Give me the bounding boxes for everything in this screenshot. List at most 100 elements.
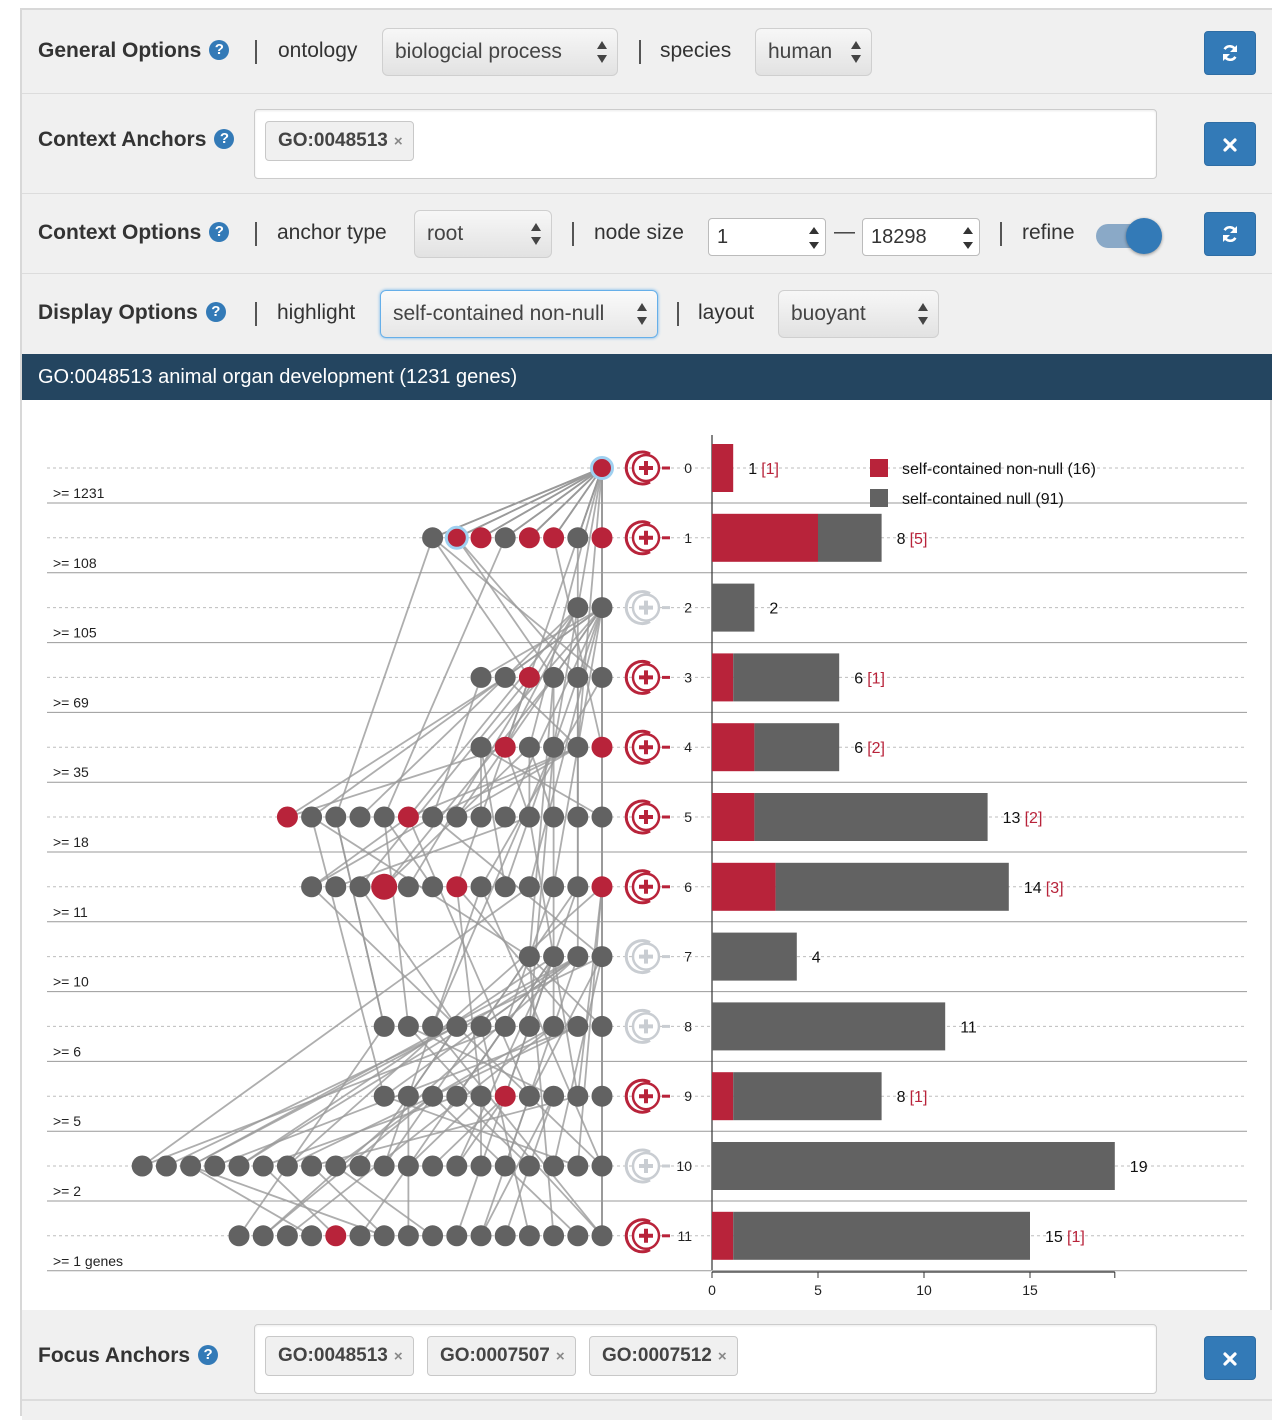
toggle-knob[interactable] xyxy=(1126,218,1162,254)
graph-node[interactable] xyxy=(470,666,492,688)
expand-row-button[interactable] xyxy=(624,939,670,975)
help-icon[interactable]: ? xyxy=(198,1345,219,1365)
graph-node[interactable] xyxy=(543,666,565,688)
graph-node[interactable] xyxy=(422,806,444,828)
graph-node[interactable] xyxy=(567,736,589,758)
graph-node[interactable] xyxy=(301,876,323,898)
graph-node[interactable] xyxy=(397,876,419,898)
graph-node[interactable] xyxy=(567,946,589,968)
graph-node[interactable] xyxy=(591,806,613,828)
graph-node[interactable] xyxy=(567,1015,589,1037)
graph-node[interactable] xyxy=(567,1155,589,1177)
graph-node[interactable] xyxy=(591,1015,613,1037)
layout-select[interactable]: buoyant xyxy=(778,290,939,338)
help-icon[interactable]: ? xyxy=(205,302,226,322)
graph-node[interactable] xyxy=(470,1155,492,1177)
graph-node[interactable] xyxy=(567,1085,589,1107)
graph-node[interactable] xyxy=(325,806,347,828)
graph-node[interactable] xyxy=(470,876,492,898)
graph-node[interactable] xyxy=(131,1155,153,1177)
refresh-context-button[interactable] xyxy=(1204,212,1256,256)
graph-node[interactable] xyxy=(494,806,516,828)
remove-tag-icon[interactable]: × xyxy=(717,1348,727,1365)
species-select[interactable]: human xyxy=(755,28,872,76)
graph-node[interactable] xyxy=(276,1155,298,1177)
help-icon[interactable]: ? xyxy=(214,129,235,149)
graph-node[interactable] xyxy=(180,1155,202,1177)
graph-node[interactable] xyxy=(518,876,540,898)
graph-node[interactable] xyxy=(349,876,371,898)
graph-node[interactable] xyxy=(446,1085,468,1107)
graph-node[interactable] xyxy=(422,876,444,898)
graph-node[interactable] xyxy=(470,1225,492,1247)
graph-node[interactable] xyxy=(276,1225,298,1247)
anchor-tag[interactable]: GO:0007512 × xyxy=(589,1336,738,1376)
graph-node[interactable] xyxy=(228,1155,250,1177)
graph-node[interactable] xyxy=(518,1225,540,1247)
graph-node[interactable] xyxy=(543,806,565,828)
graph-node[interactable] xyxy=(470,527,492,549)
graph-node[interactable] xyxy=(325,1155,347,1177)
graph-node[interactable] xyxy=(349,1155,371,1177)
node-size-max-input[interactable]: 18298 xyxy=(862,218,980,256)
expand-row-button[interactable] xyxy=(624,1148,670,1184)
graph-node[interactable] xyxy=(397,1085,419,1107)
graph-node[interactable] xyxy=(591,1225,613,1247)
anchor-tag[interactable]: GO:0007507 × xyxy=(427,1336,576,1376)
graph-node[interactable] xyxy=(494,1015,516,1037)
graph-node[interactable] xyxy=(397,1155,419,1177)
graph-node[interactable] xyxy=(591,666,613,688)
graph-node[interactable] xyxy=(397,1225,419,1247)
graph-node[interactable] xyxy=(567,806,589,828)
graph-node[interactable] xyxy=(543,876,565,898)
graph-node[interactable] xyxy=(494,1155,516,1177)
refine-toggle[interactable] xyxy=(1096,218,1162,254)
ontology-select[interactable]: biologcial process xyxy=(382,28,618,76)
anchor-tag[interactable]: GO:0048513 × xyxy=(265,121,414,161)
graph-node[interactable] xyxy=(446,1225,468,1247)
node-size-min-input[interactable]: 1 xyxy=(708,218,826,256)
remove-tag-icon[interactable]: × xyxy=(393,1348,403,1365)
graph-node[interactable] xyxy=(373,1225,395,1247)
graph-node[interactable] xyxy=(444,525,469,550)
expand-row-button[interactable] xyxy=(624,1218,670,1254)
graph-node[interactable] xyxy=(494,736,516,758)
graph-node[interactable] xyxy=(494,666,516,688)
graph-node[interactable] xyxy=(543,1085,565,1107)
graph-node[interactable] xyxy=(518,1015,540,1037)
graph-node[interactable] xyxy=(470,806,492,828)
graph-node[interactable] xyxy=(422,1155,444,1177)
graph-node[interactable] xyxy=(422,527,444,549)
graph-node[interactable] xyxy=(518,1155,540,1177)
graph-node[interactable] xyxy=(252,1225,274,1247)
graph-node[interactable] xyxy=(422,1225,444,1247)
graph-node[interactable] xyxy=(301,1225,323,1247)
graph-node[interactable] xyxy=(518,527,540,549)
help-icon[interactable]: ? xyxy=(209,40,230,60)
graph-node[interactable] xyxy=(518,736,540,758)
graph-node[interactable] xyxy=(301,806,323,828)
graph-node[interactable] xyxy=(470,736,492,758)
graph-node[interactable] xyxy=(422,1015,444,1037)
graph-node[interactable] xyxy=(518,666,540,688)
graph-node[interactable] xyxy=(349,1225,371,1247)
graph-node[interactable] xyxy=(373,806,395,828)
graph-node[interactable] xyxy=(228,1225,250,1247)
graph-node[interactable] xyxy=(373,1085,395,1107)
graph-node[interactable] xyxy=(494,1225,516,1247)
graph-node[interactable] xyxy=(301,1155,323,1177)
graph-node[interactable] xyxy=(494,1085,516,1107)
graph-node[interactable] xyxy=(446,1155,468,1177)
spinner-icon[interactable] xyxy=(809,227,819,249)
spinner-icon[interactable] xyxy=(963,227,973,249)
graph-node[interactable] xyxy=(494,527,516,549)
expand-row-button[interactable] xyxy=(624,520,670,556)
graph-node[interactable] xyxy=(446,1015,468,1037)
graph-node[interactable] xyxy=(591,1155,613,1177)
graph-node[interactable] xyxy=(591,1085,613,1107)
graph-node[interactable] xyxy=(591,597,613,619)
context-anchors-input[interactable]: GO:0048513 × xyxy=(254,109,1157,179)
graph-node[interactable] xyxy=(276,806,298,828)
anchor-tag[interactable]: GO:0048513 × xyxy=(265,1336,414,1376)
graph-node[interactable] xyxy=(470,1085,492,1107)
